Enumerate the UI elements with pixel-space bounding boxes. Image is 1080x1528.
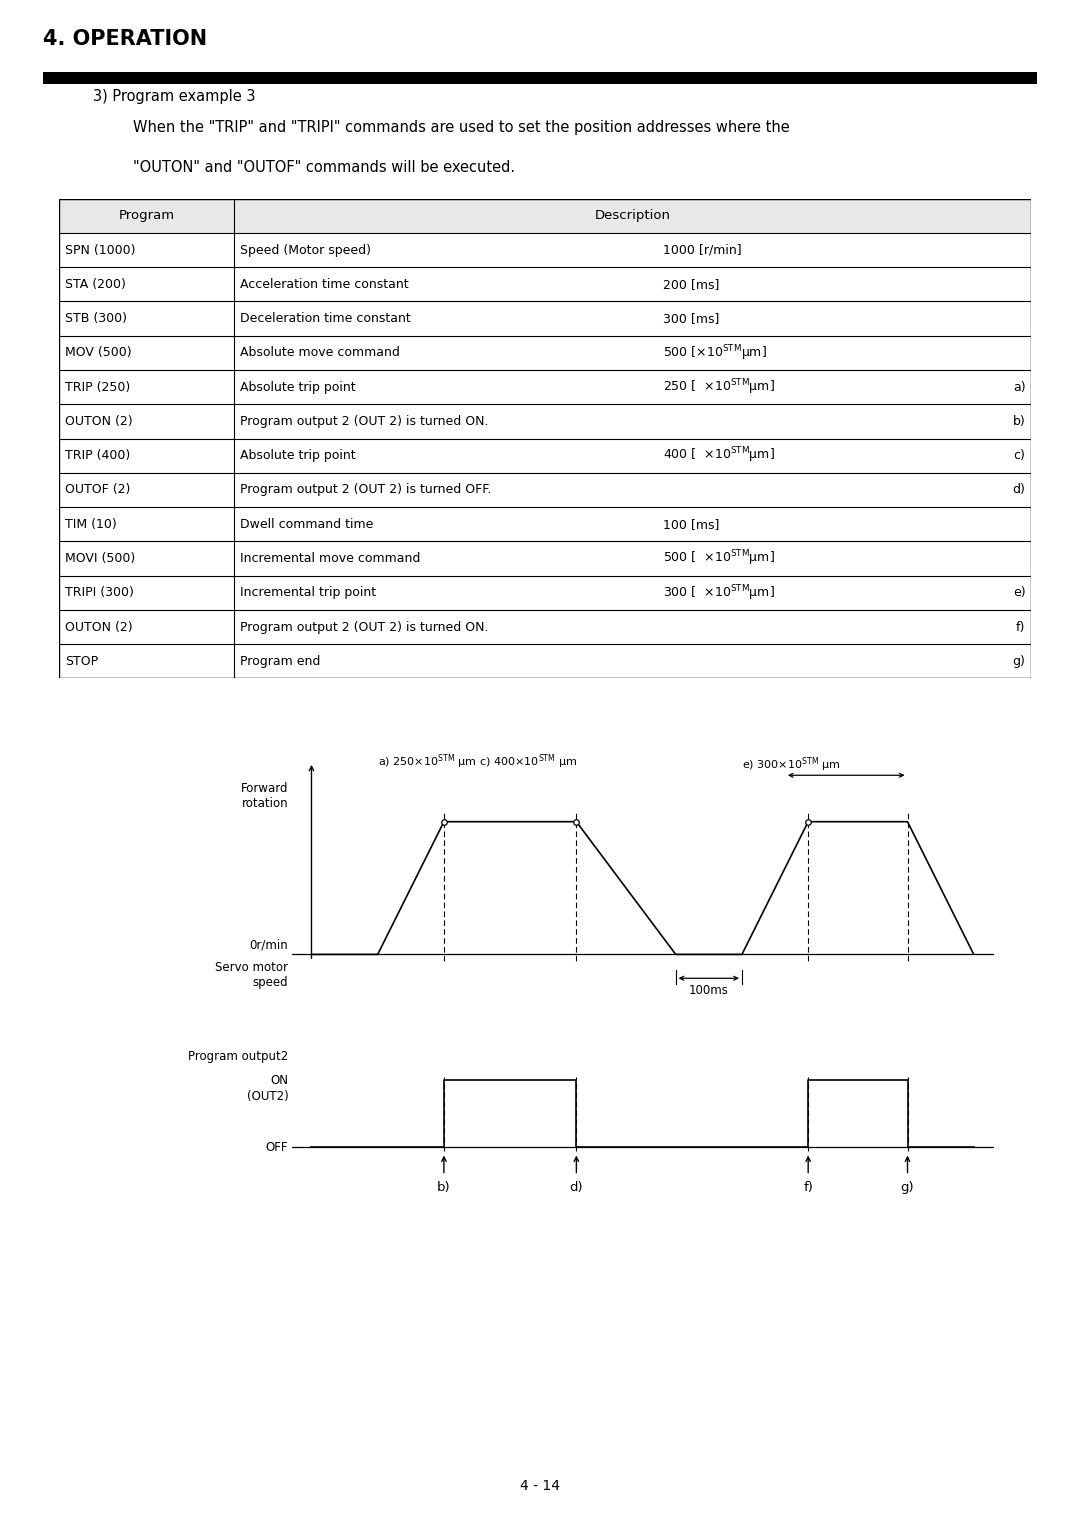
Text: 0r/min: 0r/min	[249, 938, 288, 952]
Text: MOV (500): MOV (500)	[65, 347, 132, 359]
Text: STB (300): STB (300)	[65, 312, 127, 325]
Text: d): d)	[1013, 483, 1026, 497]
Text: TRIPI (300): TRIPI (300)	[65, 587, 134, 599]
Text: Program output 2 (OUT 2) is turned ON.: Program output 2 (OUT 2) is turned ON.	[240, 416, 488, 428]
Text: OUTOF (2): OUTOF (2)	[65, 483, 131, 497]
Text: OFF: OFF	[266, 1141, 288, 1154]
Text: 4 - 14: 4 - 14	[519, 1479, 561, 1493]
Text: 250 [  ×10$^{\mathregular{STM}}$μm]: 250 [ ×10$^{\mathregular{STM}}$μm]	[663, 377, 775, 397]
Text: c): c)	[1014, 449, 1026, 461]
Text: SPN (1000): SPN (1000)	[65, 243, 136, 257]
Text: 300 [  ×10$^{\mathregular{STM}}$μm]: 300 [ ×10$^{\mathregular{STM}}$μm]	[663, 584, 775, 602]
Text: Acceleration time constant: Acceleration time constant	[240, 278, 409, 290]
Text: OUTON (2): OUTON (2)	[65, 620, 133, 634]
Text: OUTON (2): OUTON (2)	[65, 416, 133, 428]
Text: Incremental move command: Incremental move command	[240, 552, 420, 565]
Text: g): g)	[1013, 656, 1026, 668]
Text: 3) Program example 3: 3) Program example 3	[93, 89, 255, 104]
Text: 100ms: 100ms	[689, 984, 729, 996]
Text: a): a)	[1013, 380, 1026, 394]
Text: 300 [ms]: 300 [ms]	[663, 312, 719, 325]
Text: Program output2: Program output2	[188, 1050, 288, 1063]
Text: 500 [×10$^{\mathregular{STM}}$μm]: 500 [×10$^{\mathregular{STM}}$μm]	[663, 344, 767, 362]
Text: TRIP (400): TRIP (400)	[65, 449, 131, 461]
Text: a) 250$\times$10$^{\mathregular{STM}}$ μm c) 400$\times$10$^{\mathregular{STM}}$: a) 250$\times$10$^{\mathregular{STM}}$ μ…	[378, 753, 577, 772]
Bar	[59, 199, 1031, 232]
Text: 500 [  ×10$^{\mathregular{STM}}$μm]: 500 [ ×10$^{\mathregular{STM}}$μm]	[663, 549, 775, 568]
Text: Absolute trip point: Absolute trip point	[240, 380, 355, 394]
Text: TRIP (250): TRIP (250)	[65, 380, 131, 394]
Text: Deceleration time constant: Deceleration time constant	[240, 312, 411, 325]
Text: "OUTON" and "OUTOF" commands will be executed.: "OUTON" and "OUTOF" commands will be exe…	[133, 160, 515, 174]
Text: STOP: STOP	[65, 656, 98, 668]
Text: b): b)	[1013, 416, 1026, 428]
Text: (OUT2): (OUT2)	[246, 1091, 288, 1103]
Text: e) 300$\times$10$^{\mathregular{STM}}$ μm: e) 300$\times$10$^{\mathregular{STM}}$ μ…	[742, 755, 840, 775]
Text: 1000 [r/min]: 1000 [r/min]	[663, 243, 742, 257]
Text: Speed (Motor speed): Speed (Motor speed)	[240, 243, 372, 257]
Text: Forward
rotation: Forward rotation	[241, 782, 288, 810]
Text: d): d)	[569, 1181, 583, 1193]
Text: Program output 2 (OUT 2) is turned ON.: Program output 2 (OUT 2) is turned ON.	[240, 620, 488, 634]
Text: e): e)	[1013, 587, 1026, 599]
Text: Program end: Program end	[240, 656, 321, 668]
Text: ON: ON	[270, 1074, 288, 1086]
Text: f): f)	[804, 1181, 813, 1193]
Text: 200 [ms]: 200 [ms]	[663, 278, 719, 290]
Text: b): b)	[437, 1181, 450, 1193]
Text: f): f)	[1016, 620, 1026, 634]
Text: Absolute move command: Absolute move command	[240, 347, 400, 359]
Text: 4. OPERATION: 4. OPERATION	[43, 29, 207, 49]
Text: STA (200): STA (200)	[65, 278, 126, 290]
Text: Absolute trip point: Absolute trip point	[240, 449, 355, 461]
Text: Incremental trip point: Incremental trip point	[240, 587, 376, 599]
Bar	[43, 72, 1037, 84]
Text: 400 [  ×10$^{\mathregular{STM}}$μm]: 400 [ ×10$^{\mathregular{STM}}$μm]	[663, 446, 775, 466]
Text: 100 [ms]: 100 [ms]	[663, 518, 719, 530]
Text: Dwell command time: Dwell command time	[240, 518, 374, 530]
Text: MOVI (500): MOVI (500)	[65, 552, 135, 565]
Text: Program: Program	[119, 209, 175, 222]
Text: Program output 2 (OUT 2) is turned OFF.: Program output 2 (OUT 2) is turned OFF.	[240, 483, 491, 497]
Text: Servo motor
speed: Servo motor speed	[215, 961, 288, 989]
Text: g): g)	[901, 1181, 915, 1193]
Text: TIM (10): TIM (10)	[65, 518, 117, 530]
Text: When the "TRIP" and "TRIPI" commands are used to set the position addresses wher: When the "TRIP" and "TRIPI" commands are…	[133, 121, 789, 136]
Text: Description: Description	[595, 209, 671, 222]
